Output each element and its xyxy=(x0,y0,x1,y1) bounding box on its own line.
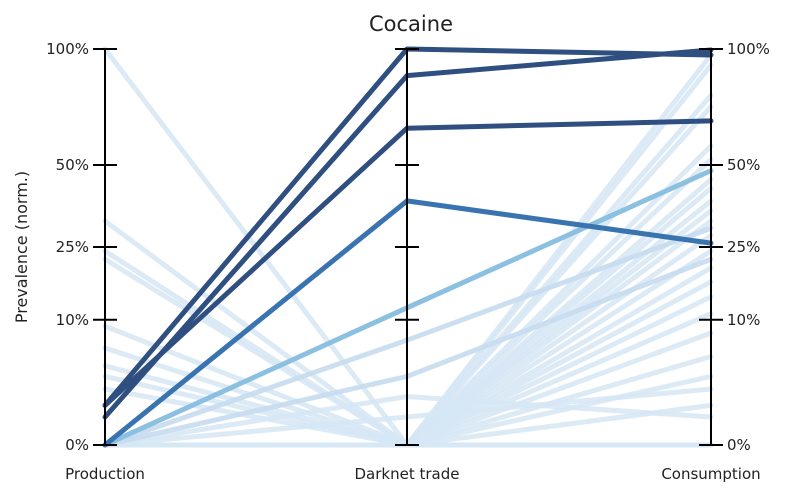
chart-title: Cocaine xyxy=(369,12,453,36)
left-tick-label-4: 50% xyxy=(56,156,89,174)
left-tick-label-1: 0% xyxy=(65,436,89,454)
left-tick-label-5: 100% xyxy=(46,40,89,58)
axis-name-2: Darknet trade xyxy=(355,465,460,483)
tick-labels: 0% 0% 10% 10% 25% 25% 50% 50% 100% 100% xyxy=(46,40,770,454)
parallel-axes xyxy=(93,48,723,446)
left-tick-label-3: 25% xyxy=(56,238,89,256)
left-tick-label-2: 10% xyxy=(56,311,89,329)
axis-names: Production Darknet trade Consumption xyxy=(65,465,761,483)
right-tick-label-5: 100% xyxy=(727,40,770,58)
right-tick-label-3: 25% xyxy=(727,238,760,256)
y-axis-label: Prevalence (norm.) xyxy=(12,171,31,323)
axis-name-1: Production xyxy=(65,465,145,483)
axis-name-3: Consumption xyxy=(661,465,760,483)
right-tick-label-2: 10% xyxy=(727,311,760,329)
right-tick-label-1: 0% xyxy=(727,436,751,454)
right-tick-label-4: 50% xyxy=(727,156,760,174)
